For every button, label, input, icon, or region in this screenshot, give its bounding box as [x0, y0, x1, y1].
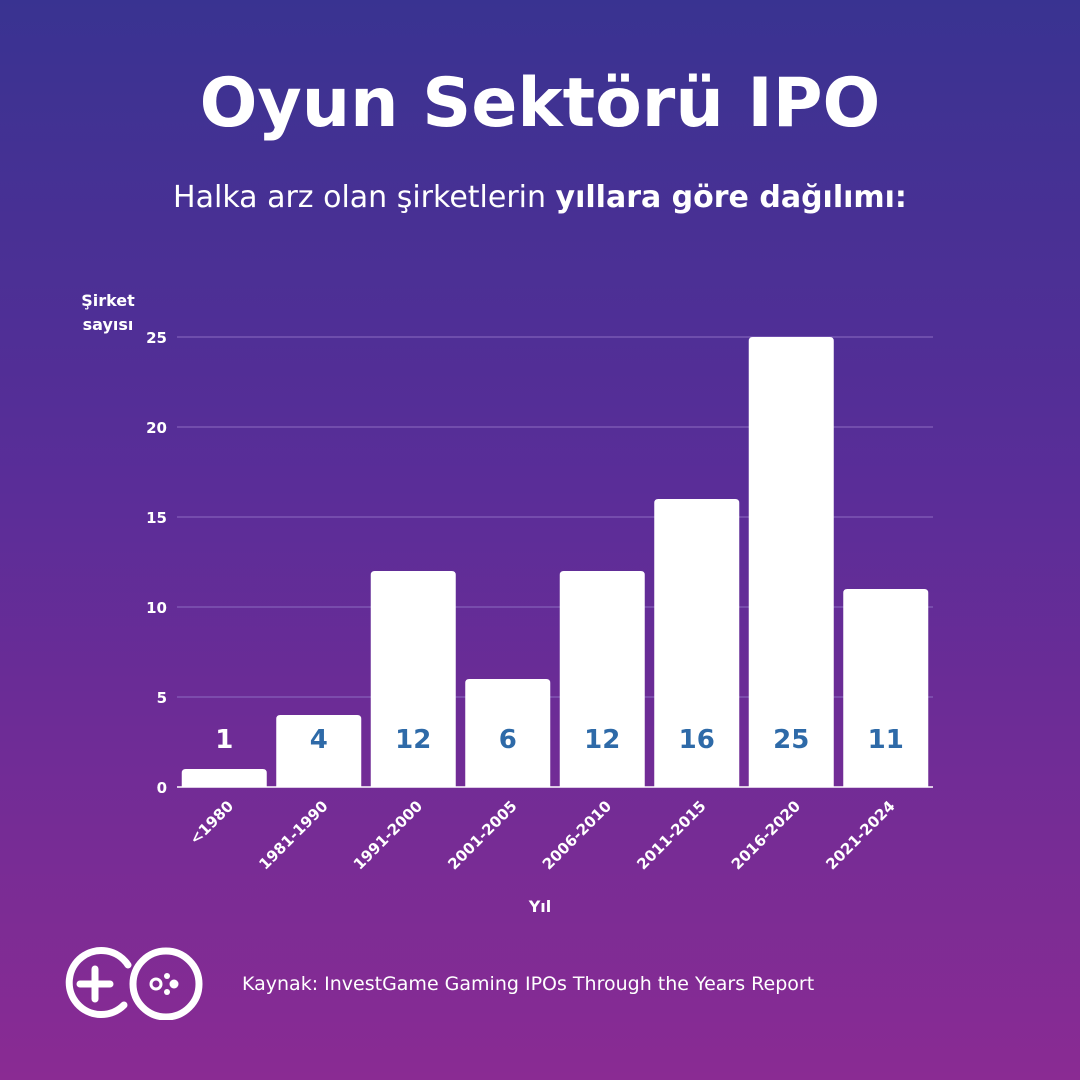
bar — [465, 679, 551, 787]
x-tick-label: 2016-2020 — [728, 797, 804, 873]
x-tick-label: 2021-2024 — [822, 797, 898, 873]
x-tick-label: 2011-2015 — [633, 797, 709, 873]
value-label: 16 — [679, 725, 715, 755]
x-tick-label: <1980 — [186, 797, 237, 848]
bar — [843, 589, 929, 787]
bar — [181, 769, 267, 787]
value-label: 1 — [215, 725, 233, 755]
chart-subtitle: Halka arz olan şirketlerin yıllara göre … — [0, 183, 1080, 213]
y-tick-label: 20 — [146, 419, 167, 437]
bar — [276, 715, 362, 787]
y-axis-label: Şirket — [81, 291, 135, 310]
bar — [559, 571, 645, 787]
y-tick-label: 5 — [157, 689, 167, 707]
value-label: 4 — [310, 725, 328, 755]
go-logo-icon — [65, 947, 203, 1020]
bar — [748, 337, 834, 787]
x-tick-label: 2006-2010 — [539, 797, 615, 873]
value-label: 25 — [773, 725, 809, 755]
y-tick-label: 25 — [146, 329, 167, 347]
x-tick-label: 1991-2000 — [350, 797, 426, 873]
x-tick-label: 1981-1990 — [255, 797, 331, 873]
value-label: 12 — [584, 725, 620, 755]
value-label: 11 — [868, 725, 904, 755]
subtitle-normal: Halka arz olan şirketlerin — [173, 180, 556, 215]
x-tick-label: 2001-2005 — [444, 797, 520, 873]
y-tick-label: 0 — [157, 779, 167, 797]
x-axis-label: Yıl — [528, 897, 552, 916]
subtitle-bold: yıllara göre dağılımı: — [555, 180, 907, 215]
bar — [370, 571, 456, 787]
chart-title: Oyun Sektörü IPO — [199, 64, 881, 143]
value-label: 12 — [395, 725, 431, 755]
y-tick-label: 10 — [146, 599, 167, 617]
y-tick-label: 15 — [146, 509, 167, 527]
bar — [654, 499, 740, 787]
y-axis-label: sayısı — [83, 315, 134, 334]
bar-chart: 1 4 12 6 12 16 25 11 0 5 10 15 20 25 Şirket sayısı <198… — [81, 291, 933, 916]
source-text: Kaynak: InvestGame Gaming IPOs Through t… — [242, 973, 815, 995]
value-label: 6 — [499, 725, 517, 755]
